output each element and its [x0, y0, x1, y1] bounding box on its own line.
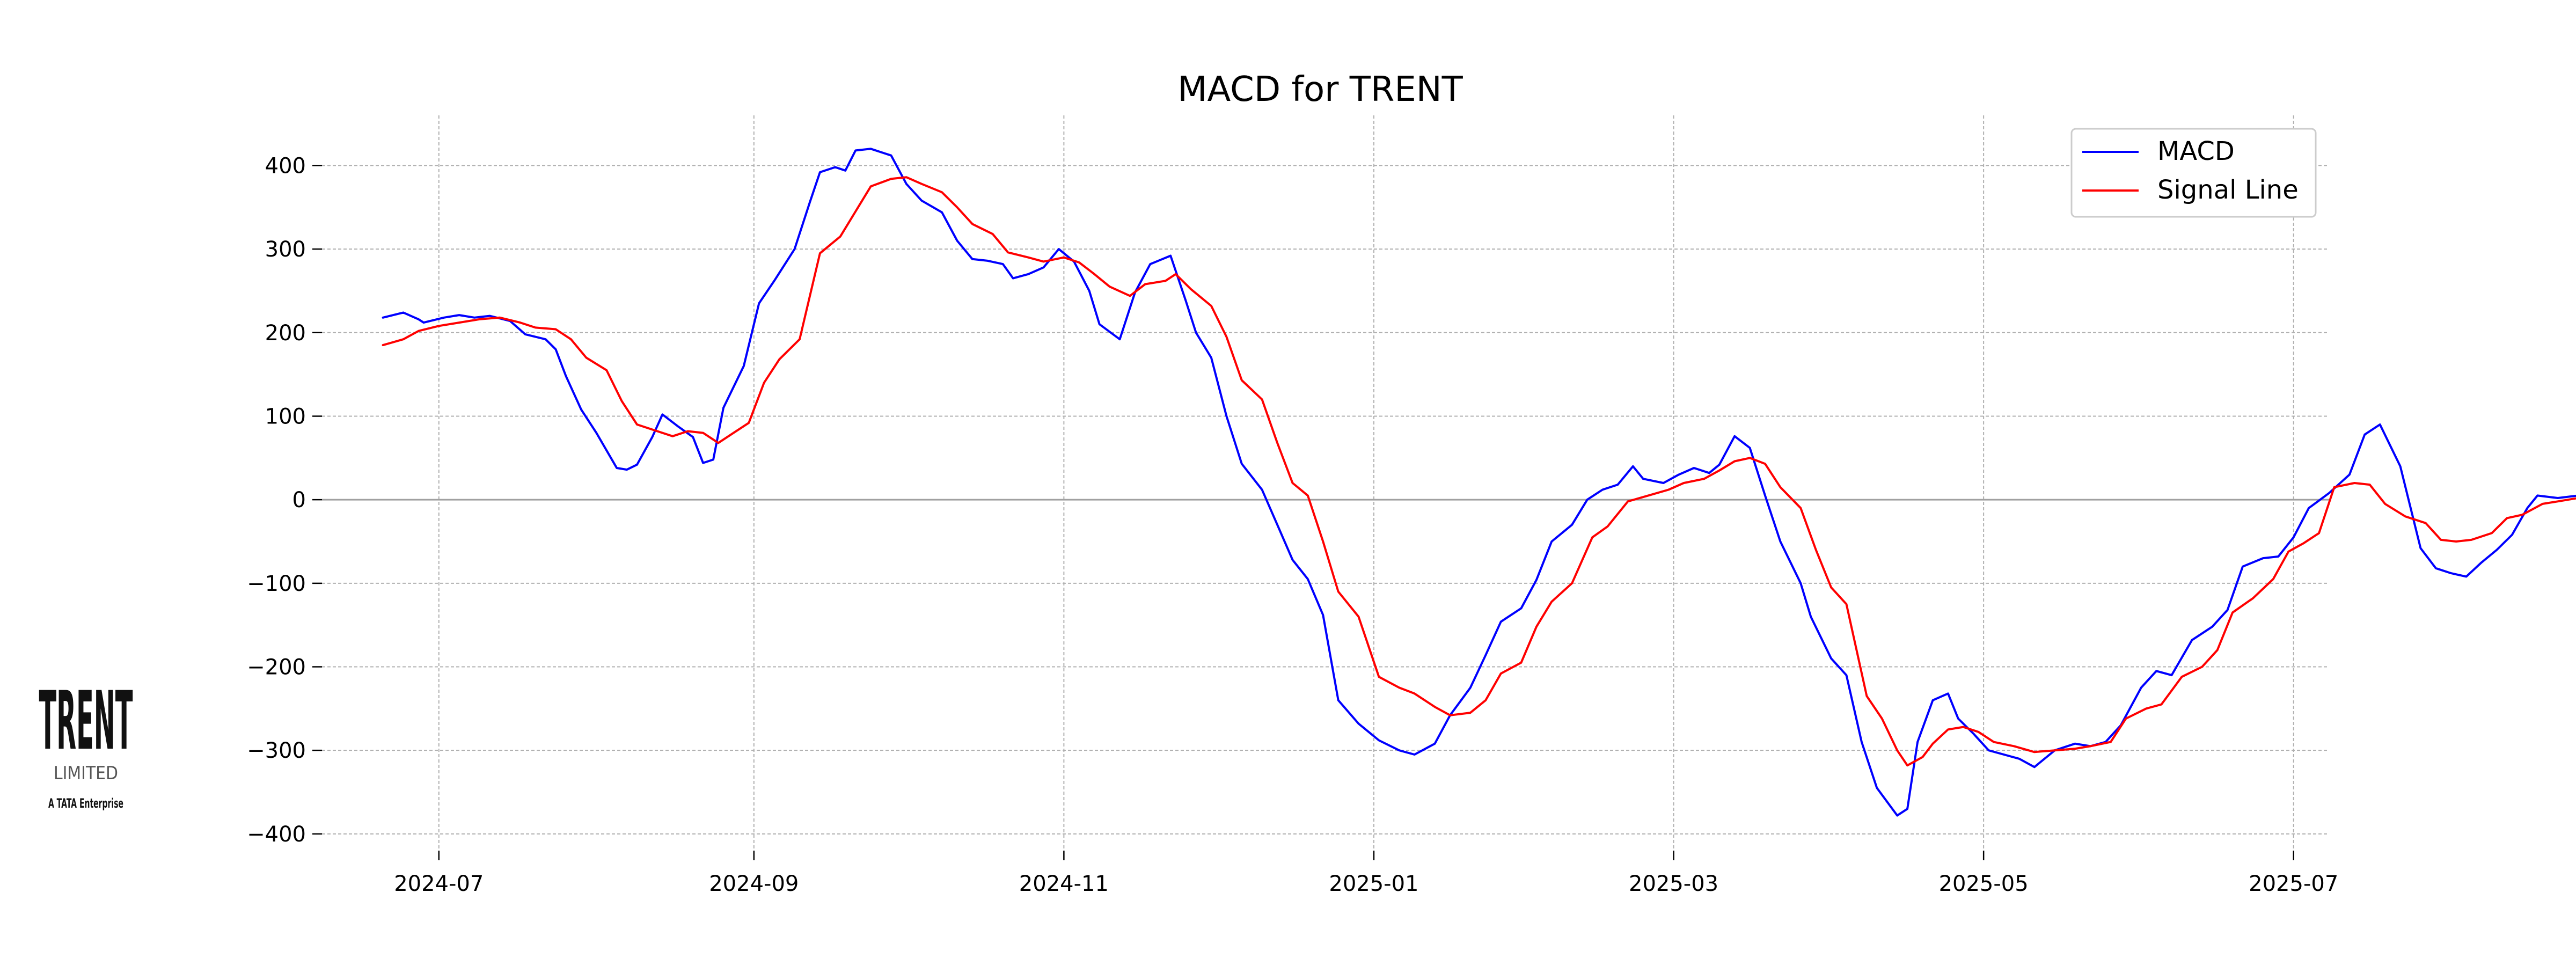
legend-label-signal: Signal Line — [2157, 175, 2299, 205]
y-tick-label: −100 — [247, 572, 306, 596]
trent-logo: TRENT LIMITED A TATA Enterprise — [39, 675, 133, 811]
x-tick-label: 2025-07 — [2249, 872, 2338, 896]
chart-title: MACD for TRENT — [1177, 70, 1463, 109]
legend-label-macd: MACD — [2157, 136, 2235, 166]
y-tick-label: 100 — [265, 404, 306, 429]
logo-tagline: A TATA Enterprise — [48, 796, 123, 811]
x-tick-label: 2024-09 — [709, 872, 799, 896]
x-tick-label: 2024-11 — [1019, 872, 1109, 896]
logo-main-text: TRENT — [39, 675, 133, 768]
series-layer — [382, 148, 2576, 817]
x-tick-label: 2024-07 — [394, 872, 484, 896]
x-tick-label: 2025-03 — [1629, 872, 1718, 896]
logo-sub-text: LIMITED — [54, 763, 118, 784]
x-tick-label: 2025-01 — [1329, 872, 1418, 896]
y-tick-label: 200 — [265, 321, 306, 346]
axis-layer: −400 −300 −200 −100 0 100 200 300 400 2024-07 2024… — [247, 153, 2338, 896]
grid-layer — [322, 115, 2329, 851]
y-tick-label: 0 — [292, 488, 306, 513]
y-tick-label: −200 — [247, 655, 306, 680]
x-tick-label: 2025-05 — [1939, 872, 2029, 896]
series-line-signal-line — [382, 176, 2576, 767]
y-tick-label: −400 — [247, 822, 306, 847]
y-tick-label: 400 — [265, 153, 306, 178]
series-line-macd — [382, 148, 2576, 817]
legend: MACD Signal Line — [2070, 128, 2317, 218]
y-tick-label: −300 — [247, 738, 306, 763]
y-tick-label: 300 — [265, 237, 306, 262]
